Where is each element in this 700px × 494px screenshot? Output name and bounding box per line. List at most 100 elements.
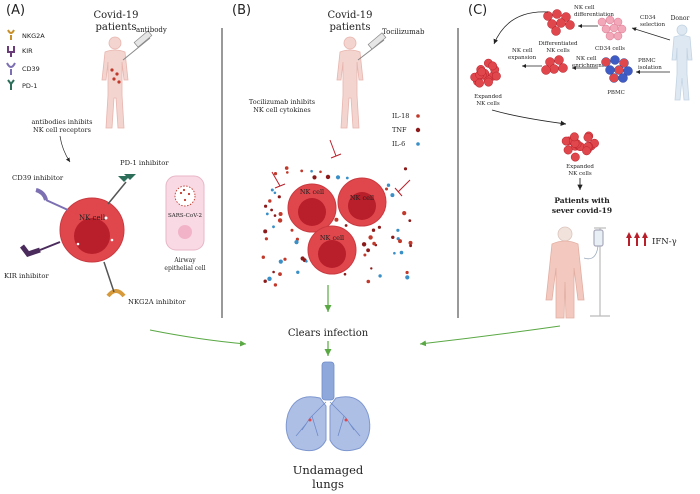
panel-a-title-2: patients (95, 22, 136, 33)
cytokine-dot (265, 237, 268, 240)
cytokine-dot (404, 167, 407, 170)
arrow-expanded-to-expanded2 (492, 110, 566, 124)
cytokine-dot (310, 170, 313, 173)
legend-tnf: TNF (392, 126, 407, 134)
undamaged-label-1: Undamaged (293, 463, 364, 477)
receptor-nkg2a: NKG2A (22, 32, 45, 40)
cytokine-dot (268, 199, 271, 202)
expanded-nk-2-label-1: Expanded (566, 164, 594, 170)
cytokine-dot (272, 271, 275, 274)
nk-cell-b1-label: NK cell (300, 188, 324, 196)
cytokine-dot (405, 275, 409, 279)
cytokine-dot (312, 175, 316, 179)
receptor-kir: KIR (22, 47, 33, 55)
airway-label-1: Airway (173, 257, 196, 264)
cytokine-dot (274, 283, 277, 286)
cytokine-dot (368, 235, 372, 239)
cytokine-dot (362, 242, 366, 246)
patient-human-icon-b (337, 37, 363, 128)
cytokine-dot (409, 244, 412, 247)
cytokine-dot (296, 271, 299, 274)
panel-b-note-1: Tocilizumab inhibits (249, 98, 315, 106)
cytokine-dot (367, 280, 371, 284)
kir-inhibitor-icon (22, 242, 60, 254)
differentiated-nk-label-1: Differentiated (539, 41, 578, 47)
nk-enrichment-2: enrichment (572, 63, 605, 69)
nk-expansion-2: expansion (508, 55, 537, 61)
pd1-inhibitor-icon (108, 174, 136, 204)
increase-arrows-icon (626, 232, 648, 246)
cd34-cells-label: CD34 cells (595, 46, 625, 52)
nk-cell-dot (492, 72, 500, 80)
clears-infection-label: Clears infection (288, 328, 369, 339)
cytokine-dot (400, 251, 404, 255)
cytokine-dot (279, 212, 283, 216)
sars-cov-2-label: SARS-CoV-2 (168, 213, 202, 219)
cytokine-dot (344, 273, 347, 276)
cd39-receptor-icon (7, 63, 15, 75)
receptor-cd39: CD39 (22, 65, 40, 73)
enriched-nk-cluster (542, 56, 568, 75)
arrow-note-to-cell (60, 136, 70, 162)
cytokine-dot (279, 260, 283, 264)
receptor-pd1: PD-1 (22, 82, 37, 90)
donor-human-icon (672, 25, 692, 100)
arrow-donor-to-cd34 (632, 28, 670, 40)
cytokine-dot (300, 170, 303, 173)
cytokine-dot (387, 184, 390, 187)
expanded-nk-1-label-2: NK cells (476, 101, 500, 107)
expanded-nk-cluster-1 (471, 59, 501, 87)
cytokine-dot (278, 195, 281, 198)
cytokine-dot (370, 267, 372, 269)
panel-a-title-1: Covid-19 (93, 10, 138, 21)
arrow-diff-to-expanded (494, 12, 548, 44)
cytokine-dot (409, 241, 413, 245)
legend-il18-dot (416, 114, 420, 118)
pbmc-cluster (602, 56, 633, 83)
nk-differentiation-2: differentiation (574, 12, 614, 18)
cytokine-dot (334, 218, 338, 222)
nk-expansion-1: NK cell (512, 48, 533, 54)
legend-il6-dot (416, 142, 420, 146)
cytokine-dot (274, 214, 277, 217)
nk-cell-dot (584, 133, 592, 141)
arrow-c-to-center (420, 326, 560, 344)
nk-enrichment-1: NK cell (576, 56, 597, 62)
cytokine-dot (346, 177, 349, 180)
syringe-icon-b (358, 33, 386, 60)
cytokine-dot (272, 225, 275, 228)
nk-cell-dot (564, 146, 572, 154)
expanded-nk-2-label-2: NK cells (568, 171, 592, 177)
nk-cell-dot (475, 79, 483, 87)
cytokine-dot (391, 236, 394, 239)
patients-label-2: sever covid-19 (552, 206, 612, 215)
cytokine-dot (278, 218, 282, 222)
pd1-inhibitor-label: PD-1 inhibitor (120, 159, 169, 167)
pbmc-isolation-1: PBMC (638, 58, 656, 64)
cd39-inhibitor-icon (36, 190, 68, 210)
nk-cell-dot (582, 147, 590, 155)
differentiated-nk-cluster (544, 10, 575, 36)
cytokine-dot (283, 258, 286, 261)
cytokine-dot (408, 219, 411, 222)
cytokine-dot (264, 205, 267, 208)
cytokine-dot (266, 213, 269, 216)
airway-label-2: epithelial cell (164, 265, 205, 272)
differentiated-nk-label-2: NK cells (546, 48, 570, 54)
cytokine-dot (270, 209, 273, 212)
cytokine-dot (378, 274, 381, 277)
cytokine-dot (274, 192, 277, 195)
nk-differentiation-1: NK cell (574, 5, 595, 11)
cytokine-dot (385, 188, 388, 191)
panel-label-c: (C) (468, 3, 487, 18)
lungs-icon (286, 362, 370, 451)
cytokine-dot (372, 229, 375, 232)
patient-human-icon (102, 37, 128, 128)
pbmc-isolation-2: isolation (638, 65, 662, 71)
cytokine-dot (402, 211, 406, 215)
cytokine-dot (393, 252, 396, 255)
donor-label: Donor (671, 15, 690, 22)
panel-label-a: (A) (6, 3, 25, 18)
cytokine-dot (326, 175, 330, 179)
